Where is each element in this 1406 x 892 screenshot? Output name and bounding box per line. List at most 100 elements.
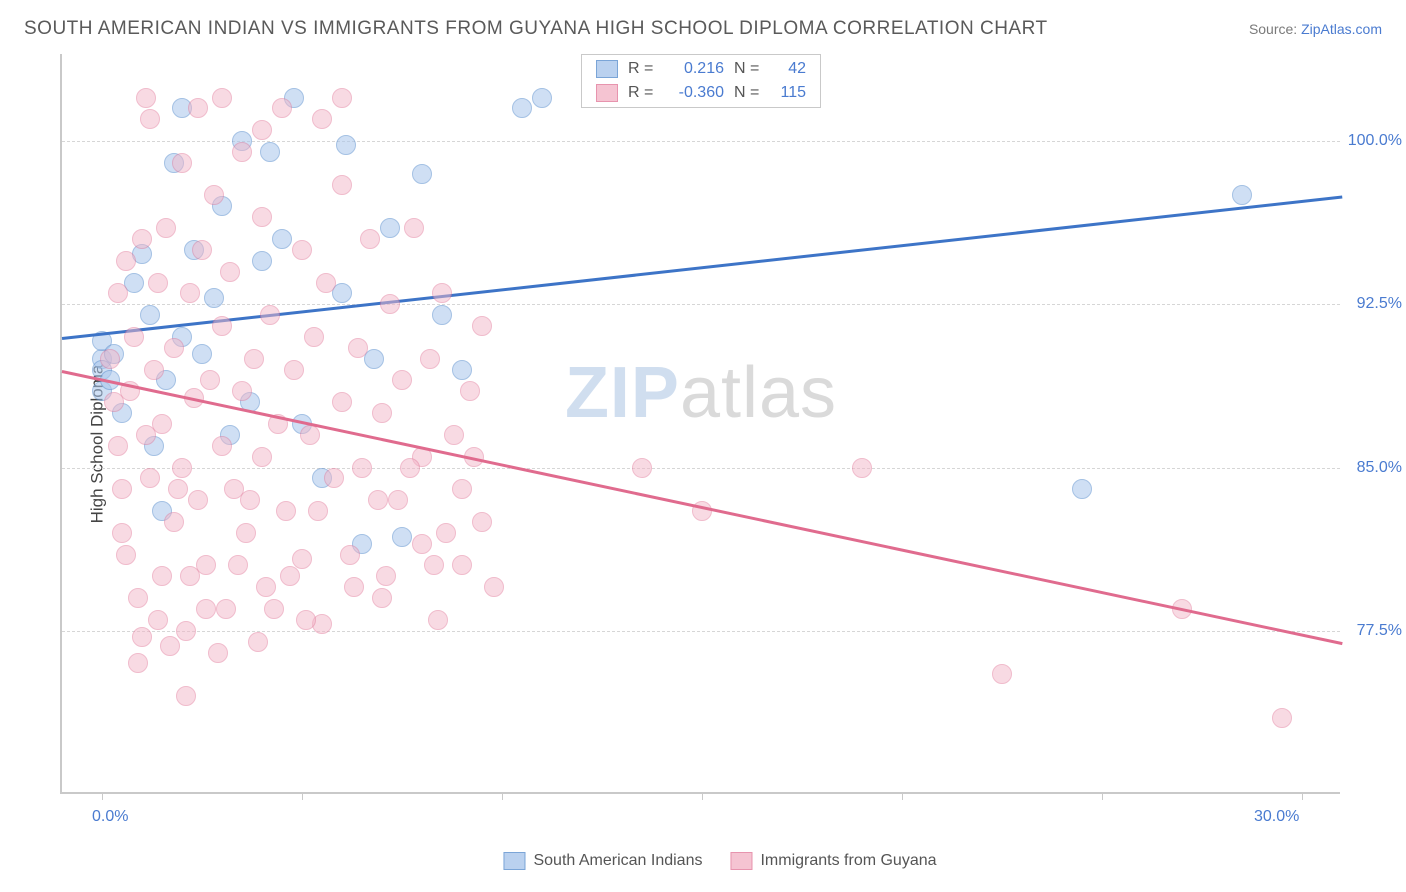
data-point-sai bbox=[532, 88, 552, 108]
data-point-guy bbox=[276, 501, 296, 521]
data-point-guy bbox=[188, 98, 208, 118]
x-tick-label: 30.0% bbox=[1254, 808, 1299, 826]
data-point-guy bbox=[284, 360, 304, 380]
data-point-sai bbox=[380, 218, 400, 238]
data-point-sai bbox=[192, 344, 212, 364]
data-point-guy bbox=[300, 425, 320, 445]
data-point-guy bbox=[112, 523, 132, 543]
data-point-guy bbox=[272, 98, 292, 118]
source-label: Source: bbox=[1249, 21, 1297, 37]
data-point-guy bbox=[452, 555, 472, 575]
data-point-guy bbox=[260, 305, 280, 325]
data-point-guy bbox=[380, 294, 400, 314]
data-point-guy bbox=[172, 153, 192, 173]
data-point-guy bbox=[332, 88, 352, 108]
corr-legend-row-sai: R =0.216N =42 bbox=[582, 57, 820, 81]
source-link[interactable]: ZipAtlas.com bbox=[1301, 21, 1382, 37]
data-point-guy bbox=[472, 316, 492, 336]
data-point-guy bbox=[232, 381, 252, 401]
data-point-guy bbox=[196, 599, 216, 619]
data-point-guy bbox=[444, 425, 464, 445]
correlation-legend: R =0.216N =42R =-0.360N =115 bbox=[581, 54, 821, 108]
data-point-guy bbox=[992, 664, 1012, 684]
data-point-guy bbox=[460, 381, 480, 401]
data-point-guy bbox=[172, 458, 192, 478]
data-point-guy bbox=[204, 185, 224, 205]
r-label: R = bbox=[628, 60, 656, 78]
data-point-guy bbox=[372, 403, 392, 423]
corr-legend-row-guy: R =-0.360N =115 bbox=[582, 81, 820, 105]
watermark: ZIPatlas bbox=[565, 352, 837, 434]
x-tick bbox=[1302, 792, 1303, 800]
plot-area: ZIPatlas R =0.216N =42R =-0.360N =115 77… bbox=[60, 54, 1340, 794]
data-point-guy bbox=[292, 240, 312, 260]
data-point-guy bbox=[264, 599, 284, 619]
data-point-guy bbox=[388, 490, 408, 510]
data-point-sai bbox=[432, 305, 452, 325]
data-point-guy bbox=[164, 512, 184, 532]
data-point-guy bbox=[176, 621, 196, 641]
chart-title: SOUTH AMERICAN INDIAN VS IMMIGRANTS FROM… bbox=[24, 18, 1048, 40]
legend-swatch bbox=[503, 852, 525, 870]
data-point-guy bbox=[296, 610, 316, 630]
data-point-guy bbox=[252, 207, 272, 227]
x-tick bbox=[902, 792, 903, 800]
y-tick-label: 77.5% bbox=[1357, 622, 1402, 640]
data-point-guy bbox=[212, 436, 232, 456]
data-point-guy bbox=[312, 109, 332, 129]
data-point-guy bbox=[116, 545, 136, 565]
data-point-guy bbox=[140, 109, 160, 129]
data-point-guy bbox=[112, 479, 132, 499]
data-point-guy bbox=[392, 370, 412, 390]
data-point-guy bbox=[136, 425, 156, 445]
data-point-guy bbox=[156, 218, 176, 238]
data-point-guy bbox=[108, 436, 128, 456]
data-point-sai bbox=[204, 288, 224, 308]
y-tick-label: 100.0% bbox=[1348, 132, 1402, 150]
data-point-guy bbox=[412, 534, 432, 554]
data-point-guy bbox=[432, 283, 452, 303]
data-point-guy bbox=[168, 479, 188, 499]
gridline bbox=[62, 304, 1340, 305]
data-point-guy bbox=[236, 523, 256, 543]
data-point-guy bbox=[452, 479, 472, 499]
data-point-guy bbox=[176, 686, 196, 706]
data-point-guy bbox=[428, 610, 448, 630]
data-point-guy bbox=[352, 458, 372, 478]
data-point-guy bbox=[140, 468, 160, 488]
data-point-sai bbox=[272, 229, 292, 249]
data-point-sai bbox=[452, 360, 472, 380]
data-point-sai bbox=[140, 305, 160, 325]
data-point-guy bbox=[376, 566, 396, 586]
gridline bbox=[62, 468, 1340, 469]
x-tick bbox=[702, 792, 703, 800]
x-tick bbox=[102, 792, 103, 800]
legend-label: Immigrants from Guyana bbox=[760, 852, 936, 870]
data-point-guy bbox=[248, 632, 268, 652]
data-point-guy bbox=[132, 229, 152, 249]
watermark-atlas: atlas bbox=[680, 353, 837, 433]
data-point-sai bbox=[260, 142, 280, 162]
legend-swatch bbox=[596, 84, 618, 102]
r-label: R = bbox=[628, 84, 656, 102]
data-point-guy bbox=[232, 142, 252, 162]
n-value: 115 bbox=[772, 84, 806, 102]
data-point-guy bbox=[372, 588, 392, 608]
data-point-guy bbox=[128, 653, 148, 673]
legend-item-guy: Immigrants from Guyana bbox=[730, 852, 936, 870]
y-tick-label: 92.5% bbox=[1357, 295, 1402, 313]
gridline bbox=[62, 141, 1340, 142]
data-point-sai bbox=[336, 135, 356, 155]
data-point-guy bbox=[332, 392, 352, 412]
data-point-guy bbox=[632, 458, 652, 478]
data-point-guy bbox=[256, 577, 276, 597]
chart-header: SOUTH AMERICAN INDIAN VS IMMIGRANTS FROM… bbox=[0, 0, 1406, 46]
data-point-guy bbox=[188, 490, 208, 510]
data-point-sai bbox=[392, 527, 412, 547]
data-point-guy bbox=[252, 120, 272, 140]
data-point-guy bbox=[180, 283, 200, 303]
data-point-guy bbox=[128, 588, 148, 608]
data-point-guy bbox=[472, 512, 492, 532]
data-point-guy bbox=[132, 627, 152, 647]
data-point-guy bbox=[192, 240, 212, 260]
